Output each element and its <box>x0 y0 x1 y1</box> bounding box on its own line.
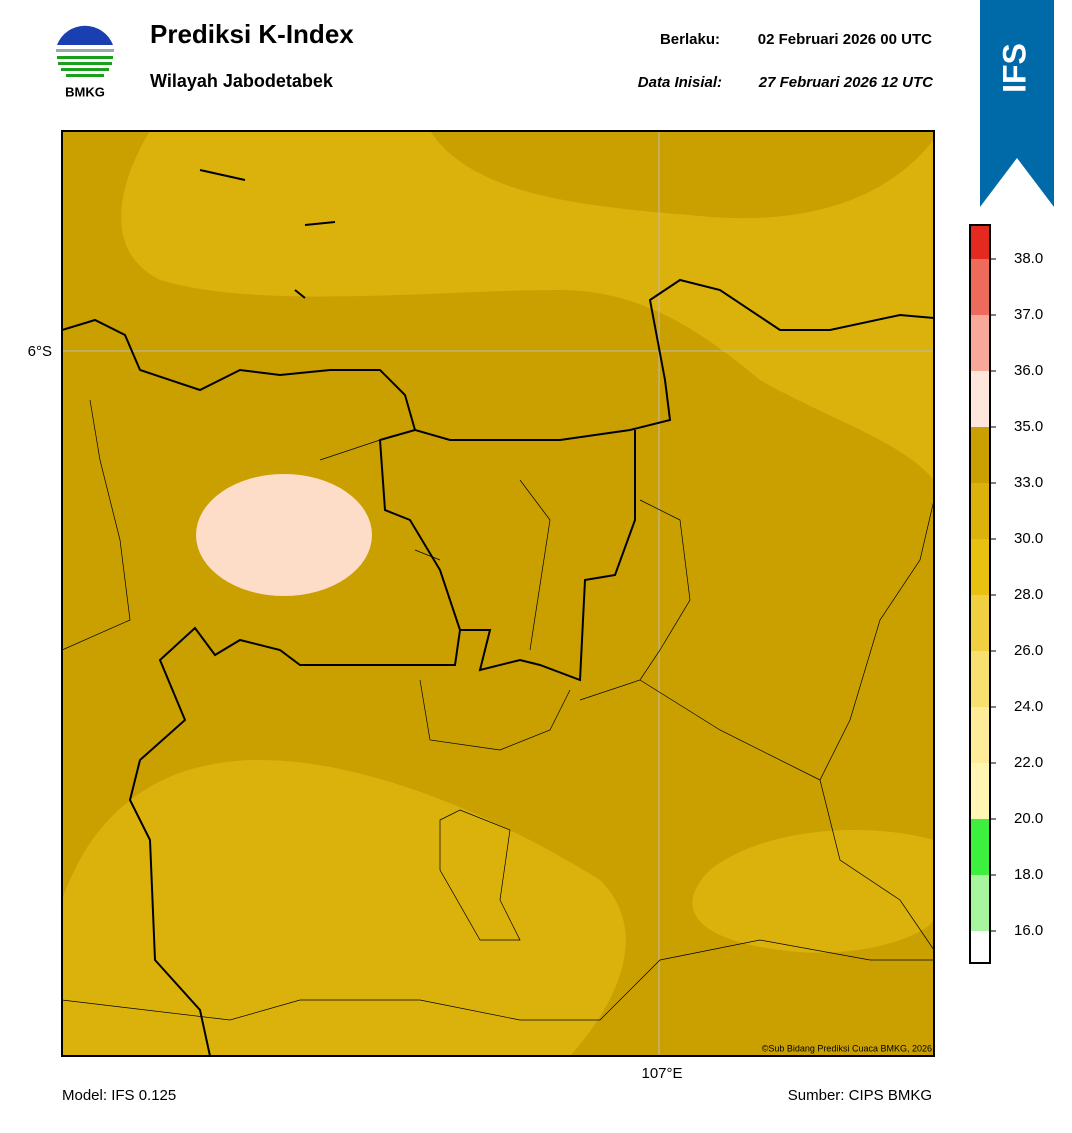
colorbar-tick-label: 18.0 <box>1014 866 1043 883</box>
map <box>61 130 935 1057</box>
model-badge-text: IFS <box>996 43 1032 93</box>
colorbar-segment <box>970 427 990 483</box>
colorbar-tick-label: 24.0 <box>1014 698 1043 715</box>
colorbar-tick-label: 37.0 <box>1014 306 1043 323</box>
colorbar-tick-label: 26.0 <box>1014 642 1043 659</box>
credit: ©Sub Bidang Prediksi Cuaca BMKG, 2026 <box>762 1043 932 1053</box>
lon-label: 107°E <box>641 1065 682 1082</box>
footer-source: Sumber: CIPS BMKG <box>788 1087 932 1104</box>
colorbar-frame <box>969 224 991 964</box>
colorbar-tick-label: 20.0 <box>1014 810 1043 827</box>
colorbar-segment <box>970 763 990 819</box>
colorbar-segment <box>970 875 990 931</box>
colorbar-segment <box>970 315 990 371</box>
valid-label: Berlaku: <box>660 31 720 48</box>
model-badge <box>980 0 1054 207</box>
colorbar-segment <box>970 595 990 651</box>
colorbar-segment <box>970 483 990 539</box>
colorbar-segment <box>970 707 990 763</box>
colorbar-tick-label: 28.0 <box>1014 586 1043 603</box>
colorbar-tick-label: 16.0 <box>1014 922 1043 939</box>
colorbar-segment <box>970 819 990 875</box>
colorbar-segment <box>970 371 990 427</box>
logo-text: BMKG <box>65 84 105 99</box>
colorbar-segment <box>970 225 990 259</box>
logo <box>55 25 115 87</box>
colorbar-tick-label: 30.0 <box>1014 530 1043 547</box>
colorbar-tick-label: 38.0 <box>1014 250 1043 267</box>
colorbar-segment <box>970 931 990 963</box>
title: Prediksi K-Index <box>150 19 354 49</box>
init-time: 27 Februari 2026 12 UTC <box>758 74 934 91</box>
colorbar-tick-label: 35.0 <box>1014 418 1043 435</box>
subtitle: Wilayah Jabodetabek <box>150 71 334 91</box>
valid-time: 02 Februari 2026 00 UTC <box>758 31 932 48</box>
colorbar-tick-label: 33.0 <box>1014 474 1043 491</box>
colorbar-tick-label: 36.0 <box>1014 362 1043 379</box>
init-label: Data Inisial: <box>638 74 722 91</box>
colorbar: 16.0 18.0 20.0 22.0 24.0 26.0 28.0 30.0 33.0 35.0… <box>969 224 1043 964</box>
lat-label: 6°S <box>28 343 52 360</box>
colorbar-segment <box>970 539 990 595</box>
colorbar-tick-label: 22.0 <box>1014 754 1043 771</box>
footer-model: Model: IFS 0.125 <box>62 1087 176 1104</box>
colorbar-segment <box>970 651 990 707</box>
colorbar-segment <box>970 259 990 315</box>
